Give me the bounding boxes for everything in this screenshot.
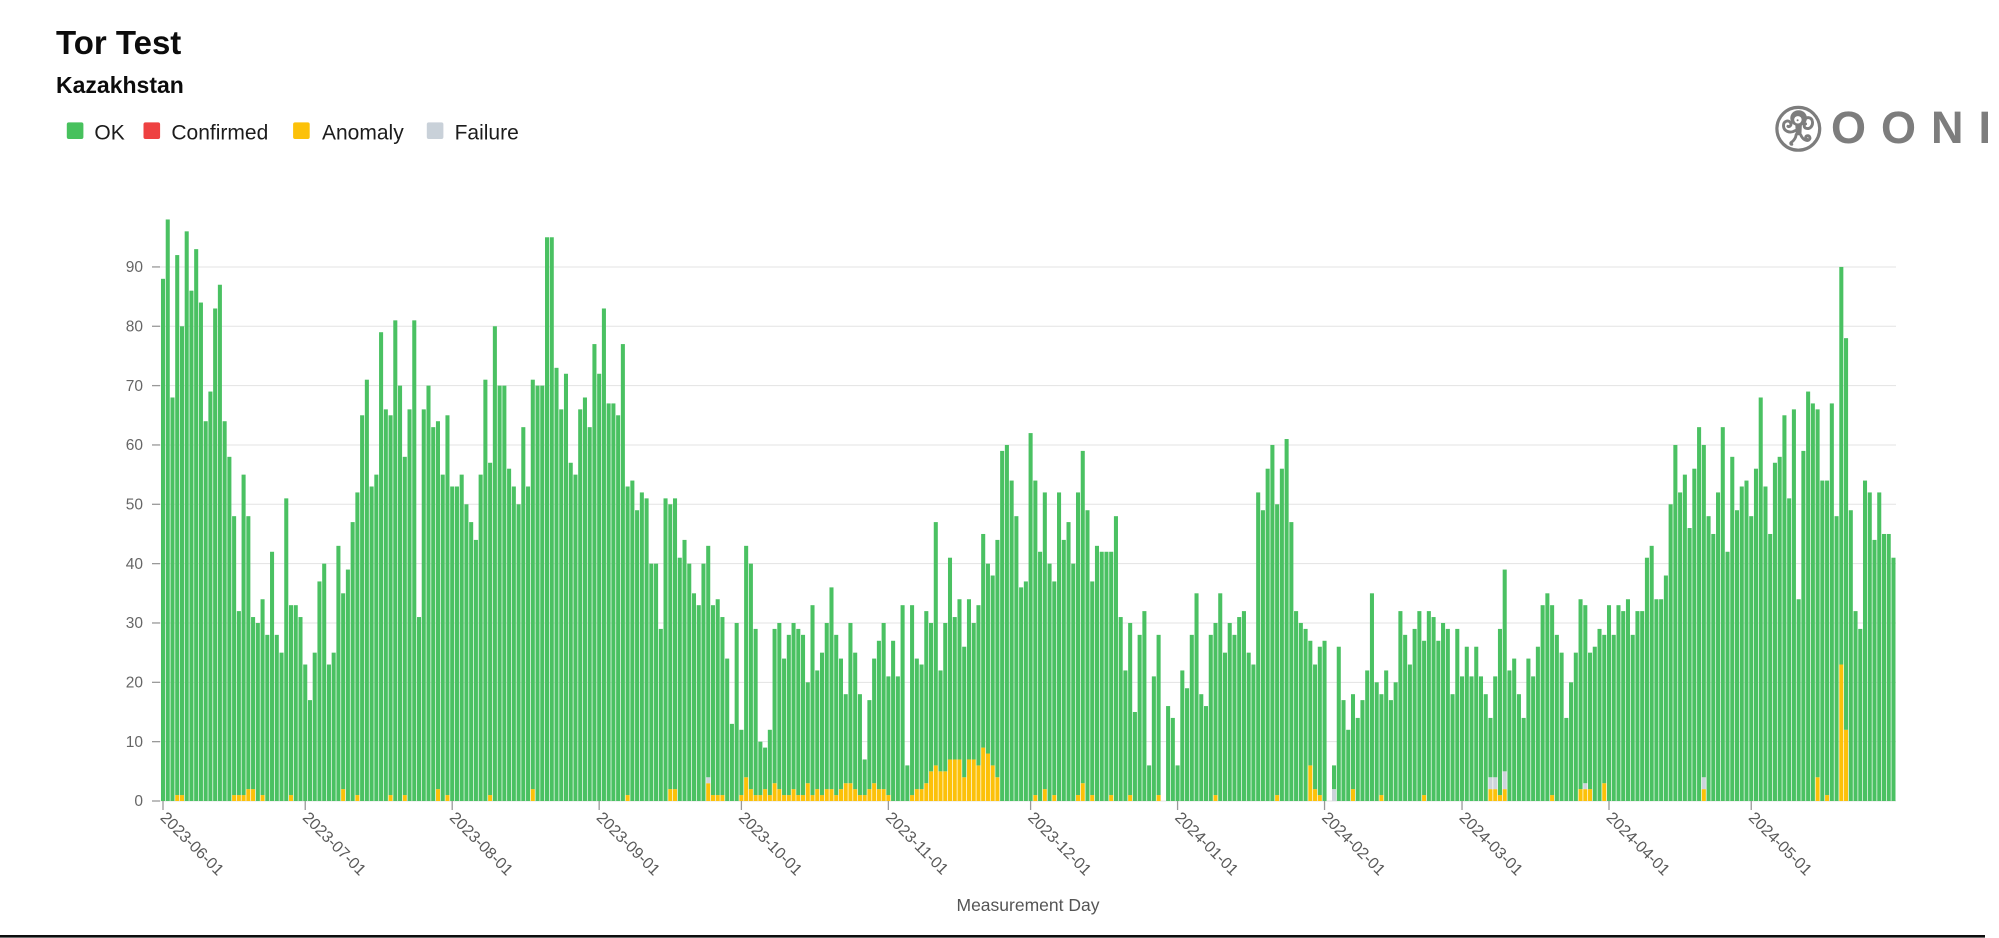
- svg-text:Tor Test: Tor Test: [56, 24, 181, 61]
- svg-text:OK: OK: [94, 122, 124, 145]
- svg-text:Measurement Day: Measurement Day: [957, 895, 1100, 915]
- svg-text:70: 70: [126, 378, 144, 395]
- svg-text:10: 10: [126, 734, 144, 751]
- svg-text:Anomaly: Anomaly: [322, 122, 404, 145]
- svg-text:Kazakhstan: Kazakhstan: [56, 72, 184, 98]
- svg-text:30: 30: [126, 615, 144, 632]
- svg-text:0: 0: [134, 793, 143, 810]
- svg-text:50: 50: [126, 497, 144, 514]
- svg-text:40: 40: [126, 556, 144, 573]
- svg-text:80: 80: [126, 318, 144, 335]
- svg-text:90: 90: [126, 259, 144, 276]
- svg-text:OONI: OONI: [1831, 102, 1999, 153]
- svg-text:60: 60: [126, 437, 144, 454]
- svg-text:Failure: Failure: [455, 122, 519, 145]
- svg-text:20: 20: [126, 675, 144, 692]
- svg-text:Confirmed: Confirmed: [171, 122, 268, 145]
